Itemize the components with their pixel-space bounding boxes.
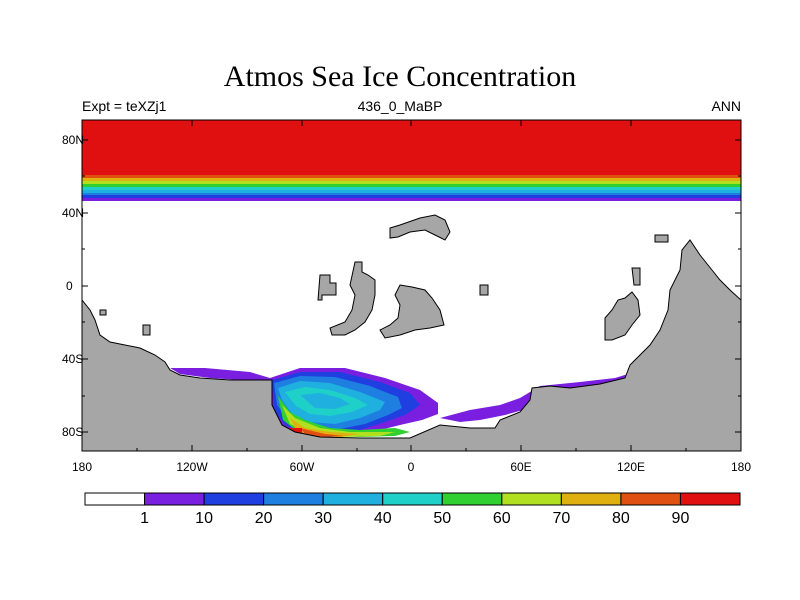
colorbar-label-80: 80 (612, 510, 630, 527)
island-6 (631, 267, 641, 286)
plot-title: Atmos Sea Ice Concentration (223, 60, 577, 93)
ice-band-20 (82, 193, 741, 195)
y-tick-label-0: 0 (66, 279, 73, 293)
colorbar-label-60: 60 (492, 510, 511, 527)
ice-band-10 (82, 195, 741, 198)
y-tick-label-40N: 40N (62, 206, 85, 220)
ice-band-60 (82, 181, 741, 184)
colorbar-label-30: 30 (314, 510, 333, 527)
colorbar-box-3 (263, 492, 324, 506)
colorbar-box-1 (144, 492, 205, 506)
colorbar-label-40: 40 (373, 510, 392, 527)
ice-band-70 (82, 178, 741, 181)
x-ticks (136, 120, 687, 451)
colorbar-box-6 (441, 492, 503, 506)
colorbar-box-10 (679, 492, 741, 506)
southern-continent (82, 239, 741, 451)
colorbar-label-1: 1 (140, 510, 149, 527)
colorbar-label-70: 70 (552, 510, 571, 527)
y-tick-label-40S: 40S (62, 352, 84, 366)
colorbar-box-4 (322, 492, 384, 506)
ice-band-1 (82, 198, 741, 201)
x-tick-label-120e: 120E (616, 460, 646, 474)
southern-ice-west-strip (170, 368, 270, 383)
colorbar (84, 492, 741, 506)
ice-band-50 (82, 184, 741, 187)
x-tick-label-180w: 180 (71, 460, 93, 474)
experiment-label: Expt = teXZj1 (82, 98, 167, 114)
y-tick-label-80S: 80S (62, 425, 84, 439)
colorbar-label-50: 50 (433, 510, 452, 527)
ice-band-90 (82, 120, 741, 175)
ice-band-40 (82, 187, 741, 190)
colorbar-label-90: 90 (671, 510, 690, 527)
ice-band-30 (82, 190, 741, 193)
colorbar-box-7 (501, 492, 562, 506)
colorbar-label-10: 10 (195, 510, 213, 527)
island-4 (389, 214, 451, 241)
season-label: ANN (711, 98, 741, 114)
x-tick-label-180e: 180 (730, 460, 752, 474)
x-tick-label-60e: 60E (510, 460, 532, 474)
island-5 (604, 291, 641, 341)
x-tick-label-0: 0 (407, 460, 415, 474)
island-7 (142, 324, 151, 336)
time-label: 436_0_MaBP (357, 98, 443, 114)
island-10 (479, 284, 489, 296)
y-tick-label-80N: 80N (62, 133, 85, 147)
ice-band-80 (82, 175, 741, 178)
y-ticks (82, 139, 741, 433)
x-tick-label-120w: 120W (176, 460, 208, 474)
colorbar-label-20: 20 (254, 510, 273, 527)
x-tick-label-60w: 60W (289, 460, 315, 474)
land-masses (82, 214, 741, 451)
colorbar-box-9 (620, 492, 681, 506)
island-8 (654, 234, 669, 243)
island-2 (329, 261, 376, 336)
island-9 (99, 309, 107, 316)
colorbar-box-8 (560, 492, 622, 506)
island-3 (379, 284, 445, 339)
colorbar-box-2 (203, 492, 265, 506)
island-1 (317, 274, 337, 301)
map-area (82, 120, 741, 451)
colorbar-box-5 (382, 492, 443, 506)
southern-ice-inner (300, 393, 350, 409)
colorbar-box-0 (84, 492, 146, 506)
